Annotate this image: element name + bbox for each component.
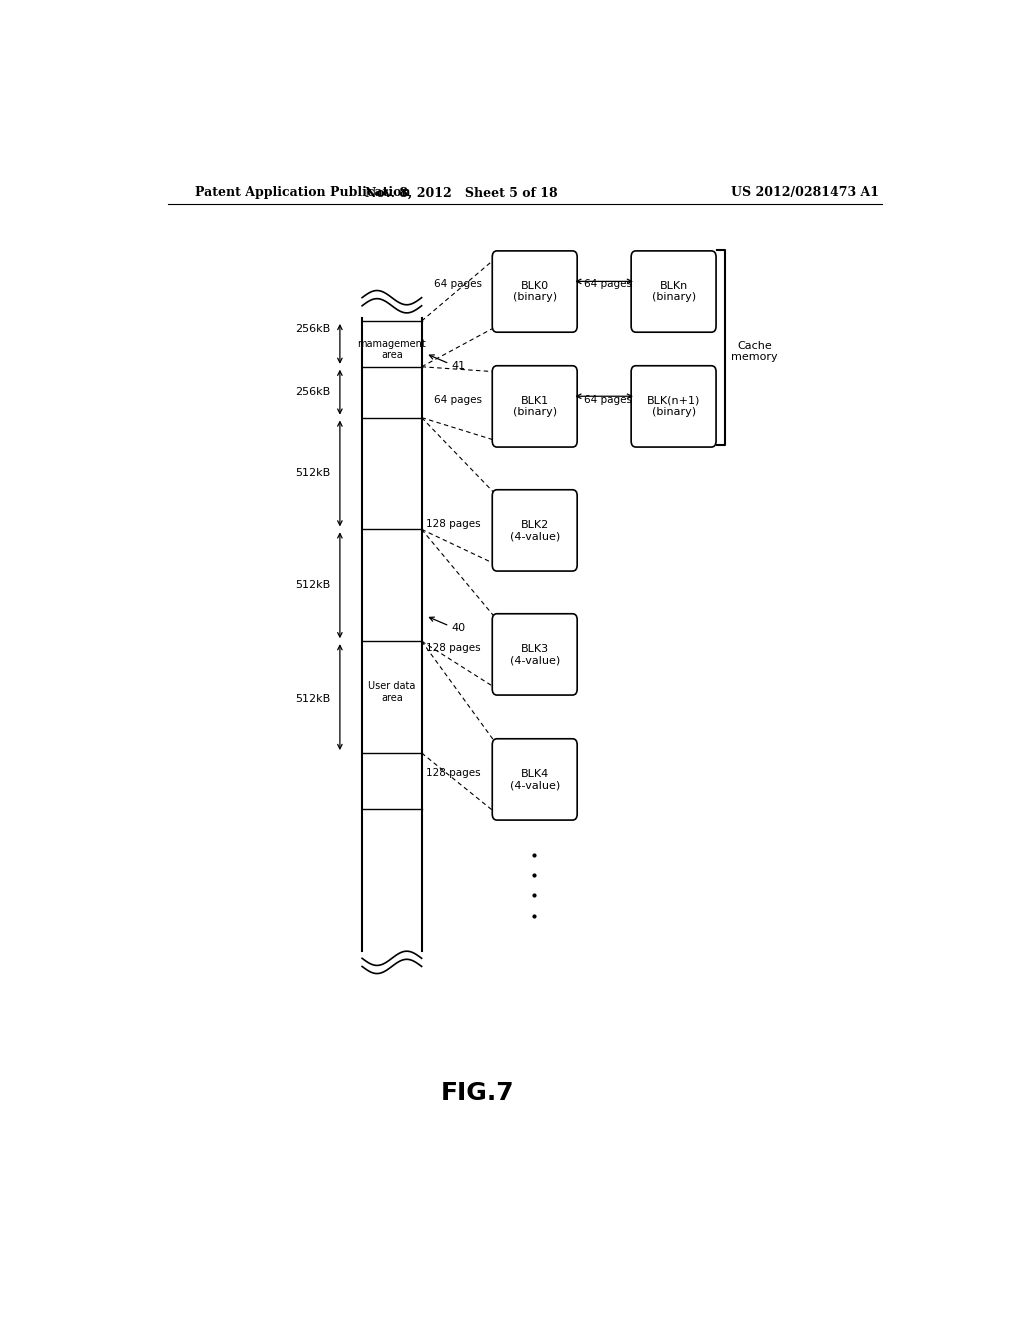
Text: 256kB: 256kB (295, 325, 331, 334)
Text: 41: 41 (451, 360, 465, 371)
Text: 64 pages: 64 pages (584, 395, 632, 405)
Text: 512kB: 512kB (295, 469, 331, 478)
FancyBboxPatch shape (493, 490, 578, 572)
Text: 64 pages: 64 pages (433, 395, 481, 405)
Text: Cache
memory: Cache memory (731, 341, 778, 362)
Text: BLK4
(4-value): BLK4 (4-value) (510, 768, 560, 791)
Text: User data
area: User data area (369, 681, 416, 702)
Text: BLK0
(binary): BLK0 (binary) (513, 281, 557, 302)
Text: 40: 40 (451, 623, 465, 634)
FancyBboxPatch shape (631, 366, 716, 447)
FancyBboxPatch shape (631, 251, 716, 333)
FancyBboxPatch shape (493, 739, 578, 820)
Text: mamagement
area: mamagement area (357, 339, 426, 360)
Text: 512kB: 512kB (295, 694, 331, 704)
Text: FIG.7: FIG.7 (440, 1081, 514, 1105)
Text: BLK1
(binary): BLK1 (binary) (513, 396, 557, 417)
Text: BLKn
(binary): BLKn (binary) (651, 281, 695, 302)
Text: 64 pages: 64 pages (433, 280, 481, 289)
Text: 256kB: 256kB (295, 387, 331, 397)
Text: 64 pages: 64 pages (584, 280, 632, 289)
Text: Patent Application Publication: Patent Application Publication (196, 186, 411, 199)
Text: 128 pages: 128 pages (426, 768, 480, 779)
FancyBboxPatch shape (493, 366, 578, 447)
Text: US 2012/0281473 A1: US 2012/0281473 A1 (731, 186, 880, 199)
Text: 128 pages: 128 pages (426, 519, 480, 529)
Text: BLK3
(4-value): BLK3 (4-value) (510, 644, 560, 665)
FancyBboxPatch shape (493, 251, 578, 333)
Text: BLK(n+1)
(binary): BLK(n+1) (binary) (647, 396, 700, 417)
Text: Nov. 8, 2012   Sheet 5 of 18: Nov. 8, 2012 Sheet 5 of 18 (365, 186, 558, 199)
Text: BLK2
(4-value): BLK2 (4-value) (510, 520, 560, 541)
Text: 512kB: 512kB (295, 581, 331, 590)
Text: 128 pages: 128 pages (426, 643, 480, 653)
FancyBboxPatch shape (493, 614, 578, 696)
